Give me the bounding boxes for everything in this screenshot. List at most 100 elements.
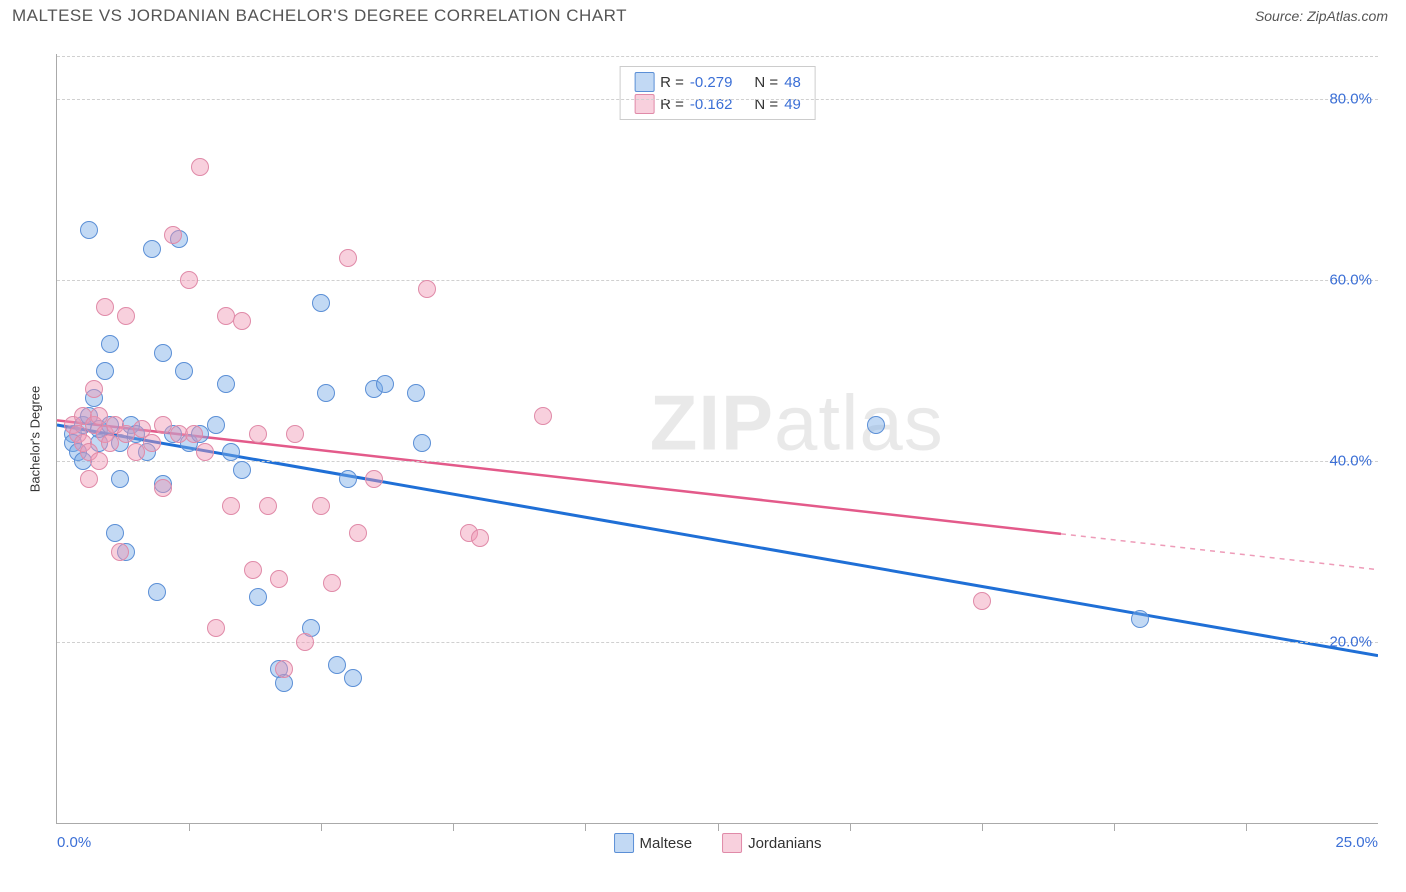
data-point <box>101 335 119 353</box>
data-point <box>191 158 209 176</box>
x-tick <box>189 823 190 831</box>
legend-item-maltese: Maltese <box>614 833 693 853</box>
x-tick <box>1246 823 1247 831</box>
y-tick-label: 40.0% <box>1329 453 1372 470</box>
data-point <box>90 452 108 470</box>
r-label: R = <box>660 74 684 91</box>
data-point <box>407 384 425 402</box>
swatch-icon <box>722 833 742 853</box>
data-point <box>244 561 262 579</box>
data-point <box>111 470 129 488</box>
legend-item-jordanians: Jordanians <box>722 833 821 853</box>
data-point <box>259 497 277 515</box>
data-point <box>286 425 304 443</box>
data-point <box>323 574 341 592</box>
r-value-maltese: -0.279 <box>690 74 733 91</box>
data-point <box>413 434 431 452</box>
data-point <box>312 497 330 515</box>
data-point <box>217 375 235 393</box>
data-point <box>233 461 251 479</box>
r-label: R = <box>660 96 684 113</box>
r-value-jordanians: -0.162 <box>690 96 733 113</box>
n-value-jordanians: 49 <box>784 96 801 113</box>
data-point <box>96 362 114 380</box>
data-point <box>339 470 357 488</box>
plot-area: Bachelor's Degree R = -0.279 N = 48 R = … <box>56 54 1378 824</box>
data-point <box>534 407 552 425</box>
data-point <box>471 529 489 547</box>
data-point <box>973 592 991 610</box>
data-point <box>222 497 240 515</box>
legend-row-jordanians: R = -0.162 N = 49 <box>634 93 801 115</box>
source-label: Source: ZipAtlas.com <box>1255 8 1388 24</box>
data-point <box>164 226 182 244</box>
data-point <box>154 479 172 497</box>
data-point <box>222 443 240 461</box>
gridline <box>57 56 1378 57</box>
data-point <box>418 280 436 298</box>
n-value-maltese: 48 <box>784 74 801 91</box>
gridline <box>57 280 1378 281</box>
data-point <box>376 375 394 393</box>
series-legend: Maltese Jordanians <box>614 833 822 853</box>
data-point <box>154 344 172 362</box>
y-tick-label: 80.0% <box>1329 91 1372 108</box>
x-tick <box>1114 823 1115 831</box>
n-label: N = <box>754 96 778 113</box>
data-point <box>249 588 267 606</box>
y-axis-label: Bachelor's Degree <box>28 385 43 492</box>
data-point <box>207 619 225 637</box>
chart-title: MALTESE VS JORDANIAN BACHELOR'S DEGREE C… <box>12 6 627 26</box>
data-point <box>185 425 203 443</box>
data-point <box>867 416 885 434</box>
data-point <box>80 470 98 488</box>
data-point <box>296 633 314 651</box>
swatch-icon <box>614 833 634 853</box>
gridline <box>57 642 1378 643</box>
gridline <box>57 99 1378 100</box>
correlation-legend: R = -0.279 N = 48 R = -0.162 N = 49 <box>619 66 816 120</box>
data-point <box>365 470 383 488</box>
n-label: N = <box>754 74 778 91</box>
data-point <box>106 524 124 542</box>
legend-label: Maltese <box>640 835 693 852</box>
data-point <box>80 221 98 239</box>
data-point <box>312 294 330 312</box>
data-point <box>175 362 193 380</box>
data-point <box>328 656 346 674</box>
watermark: ZIPatlas <box>650 378 944 469</box>
data-point <box>111 543 129 561</box>
data-point <box>317 384 335 402</box>
data-point <box>349 524 367 542</box>
data-point <box>339 249 357 267</box>
swatch-jordanians <box>634 94 654 114</box>
x-tick <box>585 823 586 831</box>
data-point <box>143 434 161 452</box>
data-point <box>275 660 293 678</box>
swatch-maltese <box>634 72 654 92</box>
data-point <box>207 416 225 434</box>
data-point <box>148 583 166 601</box>
y-tick-label: 20.0% <box>1329 634 1372 651</box>
x-tick <box>850 823 851 831</box>
x-tick <box>453 823 454 831</box>
data-point <box>270 570 288 588</box>
chart-container: Bachelor's Degree R = -0.279 N = 48 R = … <box>18 38 1388 838</box>
y-tick-label: 60.0% <box>1329 272 1372 289</box>
data-point <box>96 298 114 316</box>
x-tick <box>718 823 719 831</box>
data-point <box>117 307 135 325</box>
data-point <box>180 271 198 289</box>
data-point <box>1131 610 1149 628</box>
data-point <box>344 669 362 687</box>
x-tick <box>321 823 322 831</box>
data-point <box>233 312 251 330</box>
x-tick-label: 0.0% <box>57 834 91 851</box>
x-tick-label: 25.0% <box>1335 834 1378 851</box>
data-point <box>143 240 161 258</box>
data-point <box>196 443 214 461</box>
x-tick <box>982 823 983 831</box>
gridline <box>57 461 1378 462</box>
data-point <box>249 425 267 443</box>
legend-label: Jordanians <box>748 835 821 852</box>
